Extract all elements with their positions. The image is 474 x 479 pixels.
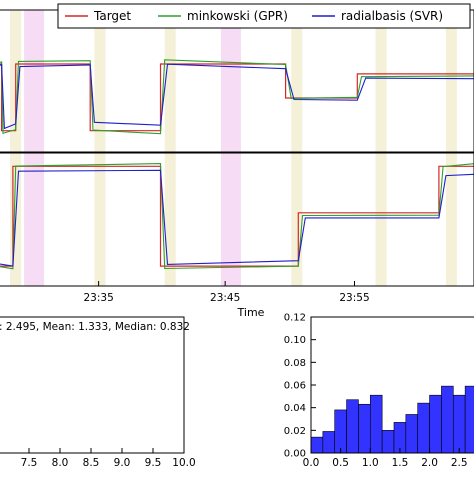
- time-tick-label: 23:55: [339, 292, 369, 304]
- time-ticks: 23:35 23:45 23:55: [83, 281, 370, 304]
- histogram-bars: [310, 385, 474, 454]
- highlight-band: [445, 153, 457, 286]
- bottom-left-frame: [0, 316, 185, 454]
- top-lines: [0, 59, 474, 135]
- highlight-band: [220, 153, 241, 286]
- legend: Target minkowski (GPR) radialbasis (SVR): [57, 3, 471, 29]
- bottom-left-ticks: 7.5 8.0 8.5 9.0 9.5 10.0: [21, 448, 196, 469]
- middle-panel: 23:35 23:45 23:55 Time: [0, 152, 474, 319]
- hist-y-tick-label: 0.02: [284, 426, 306, 437]
- hist-x-tick-label: 0.5: [332, 457, 349, 469]
- hist-x-tick-label: 1.5: [392, 457, 409, 469]
- bottom-right-ticks: 0.0 0.5 1.0 1.5 2.0 2.5 0.00 0.02 0.04 0.06 0.08 0.…: [284, 313, 468, 470]
- histogram-bar: [310, 436, 324, 454]
- hist-y-tick-label: 0.08: [284, 358, 306, 369]
- hist-y-tick-label: 0.12: [284, 313, 306, 324]
- hist-y-tick-label: 0.10: [284, 335, 306, 346]
- legend-label-svr: radialbasis (SVR): [341, 9, 443, 23]
- bottom-left-tick-label: 7.5: [21, 457, 38, 469]
- time-tick-label: 23:45: [210, 292, 240, 304]
- legend-label-target: Target: [93, 9, 131, 23]
- histogram-bar: [369, 394, 383, 454]
- hist-y-tick-label: 0.04: [284, 403, 306, 414]
- hist-y-tick-label: 0.06: [284, 381, 306, 392]
- hist-x-tick-label: 2.5: [451, 457, 468, 469]
- bottom-left-tick-label: 9.5: [145, 457, 162, 469]
- highlight-band: [375, 153, 387, 286]
- time-axis-label: Time: [237, 306, 265, 319]
- highlight-band: [220, 10, 241, 152]
- histogram-bar: [405, 414, 419, 454]
- highlight-band: [24, 10, 45, 152]
- highlight-band: [164, 10, 176, 152]
- hist-x-tick-label: 1.0: [362, 457, 379, 469]
- histogram-bar: [346, 399, 359, 454]
- bottom-right-panel: 0.0 0.5 1.0 1.5 2.0 2.5 0.00 0.02 0.04 0.06 0.08 0.…: [284, 313, 474, 470]
- highlight-band: [94, 10, 106, 152]
- histogram-bar: [334, 409, 347, 454]
- histogram-bar: [452, 394, 466, 454]
- highlight-band: [291, 10, 303, 152]
- stats-text: : 2.495, Mean: 1.333, Median: 0.832: [0, 321, 190, 333]
- series-line-minkowski-gpr-: [0, 59, 474, 135]
- highlight-band: [24, 153, 45, 286]
- histogram-bar: [429, 394, 442, 454]
- bottom-left-tick-label: 9.0: [114, 457, 131, 469]
- histogram-bar: [464, 385, 474, 454]
- histogram-bar: [381, 430, 395, 454]
- histogram-bar: [358, 403, 371, 454]
- time-tick-label: 23:35: [83, 292, 113, 304]
- series-line-target: [0, 165, 474, 267]
- highlight-band: [94, 153, 106, 286]
- bottom-left-panel: : 2.495, Mean: 1.333, Median: 0.832 7.5 8…: [0, 316, 196, 469]
- legend-box: [57, 3, 471, 29]
- legend-label-gpr: minkowski (GPR): [187, 9, 288, 23]
- hist-y-tick-label: 0.00: [284, 449, 306, 460]
- highlight-band: [164, 153, 176, 286]
- middle-panel-frame: [0, 152, 474, 287]
- histogram-bar: [322, 431, 336, 454]
- bottom-left-tick-label: 8.0: [52, 457, 69, 469]
- hist-x-tick-label: 2.0: [421, 457, 438, 469]
- middle-lines: [0, 163, 474, 270]
- highlight-band: [291, 153, 303, 286]
- series-line-radialbasis-svr-: [0, 169, 474, 267]
- series-line-minkowski-gpr-: [0, 163, 474, 270]
- highlight-band: [445, 10, 457, 152]
- top-bands: [10, 10, 457, 152]
- histogram-bar: [441, 385, 454, 454]
- series-line-radialbasis-svr-: [0, 63, 474, 130]
- top-panel: [0, 9, 474, 153]
- bottom-left-tick-label: 10.0: [172, 457, 195, 469]
- bottom-left-tick-label: 8.5: [83, 457, 100, 469]
- histogram-bar: [417, 402, 430, 454]
- highlight-band: [375, 10, 387, 152]
- hist-x-tick-label: 0.0: [303, 457, 320, 469]
